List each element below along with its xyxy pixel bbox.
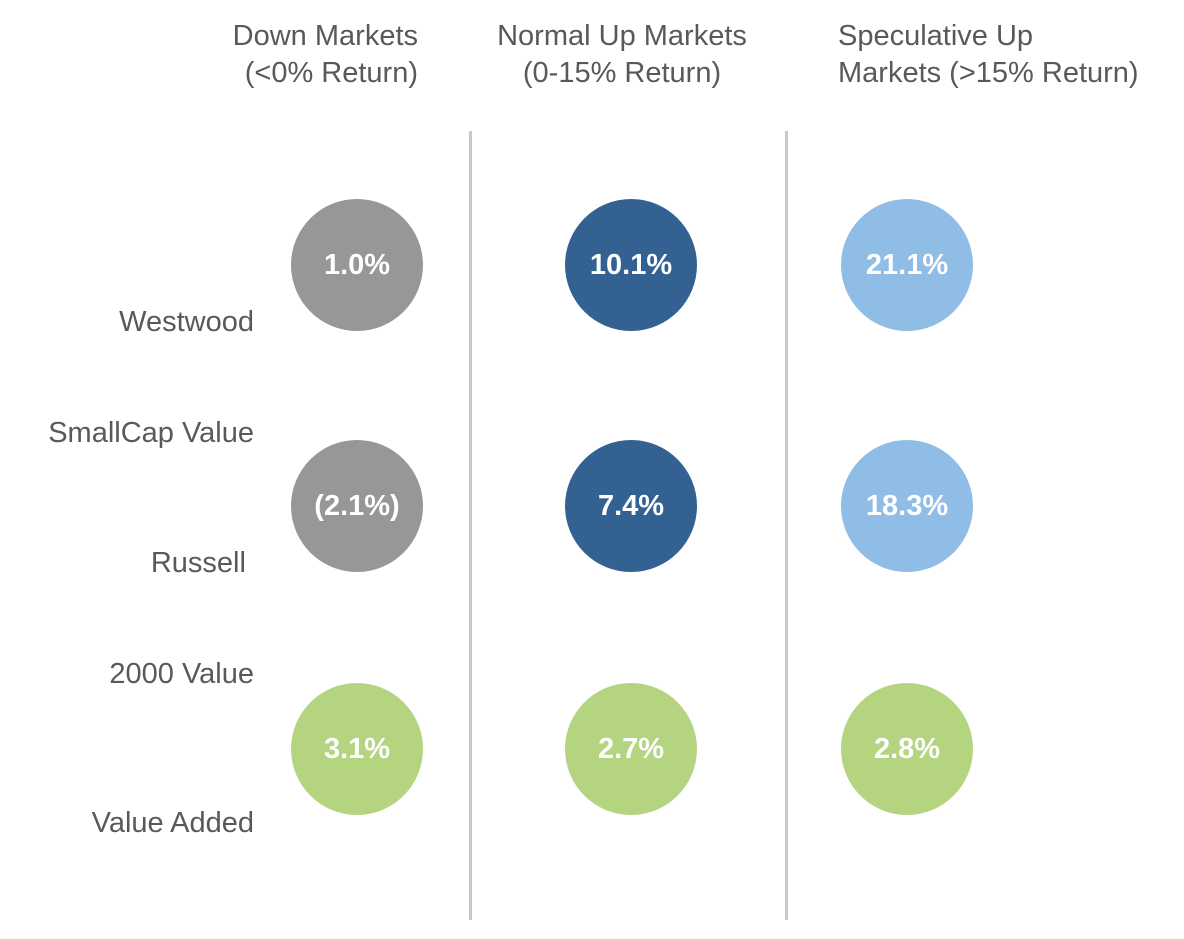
column-header-line: Normal Up Markets xyxy=(497,20,747,52)
row-label-line: Value Added xyxy=(91,807,254,839)
column-header-line: (<0% Return) xyxy=(244,57,418,89)
value-bubble-westwood-down: 1.0% xyxy=(291,199,423,331)
value-bubble-value-added-speculative-up: 2.8% xyxy=(841,683,973,815)
value-bubble-russell-normal-up: 7.4% xyxy=(565,440,697,572)
value-bubble-russell-speculative-up: 18.3% xyxy=(841,440,973,572)
value-bubble-westwood-normal-up: 10.1% xyxy=(565,199,697,331)
row-label-line: Westwood xyxy=(119,306,254,338)
column-header-line: Markets (>15% Return) xyxy=(838,57,1139,89)
value-bubble-russell-down: (2.1%) xyxy=(291,440,423,572)
row-label-line: 2000 Value xyxy=(109,658,254,690)
column-header-normal-up-markets: Normal Up Markets (0-15% Return) xyxy=(497,18,747,92)
row-label-line: Russell xyxy=(150,547,254,579)
row-label-westwood-smallcap-value: Westwood SmallCap Value xyxy=(48,230,254,526)
value-bubble-westwood-speculative-up: 21.1% xyxy=(841,199,973,331)
column-header-down-markets: Down Markets (<0% Return) xyxy=(233,18,418,92)
column-header-line: Speculative Up xyxy=(838,20,1034,52)
column-divider xyxy=(469,131,472,920)
row-label-value-added: Value Added xyxy=(92,731,254,916)
column-divider xyxy=(785,131,788,920)
column-header-speculative-up-markets: Speculative Up Markets (>15% Return) xyxy=(838,18,1139,92)
column-header-line: Down Markets xyxy=(232,20,418,52)
row-label-russell-2000-value: Russell 2000 Value xyxy=(109,471,254,767)
column-header-line: (0-15% Return) xyxy=(522,57,722,89)
value-bubble-value-added-normal-up: 2.7% xyxy=(565,683,697,815)
row-label-line: SmallCap Value xyxy=(48,417,254,449)
value-bubble-value-added-down: 3.1% xyxy=(291,683,423,815)
